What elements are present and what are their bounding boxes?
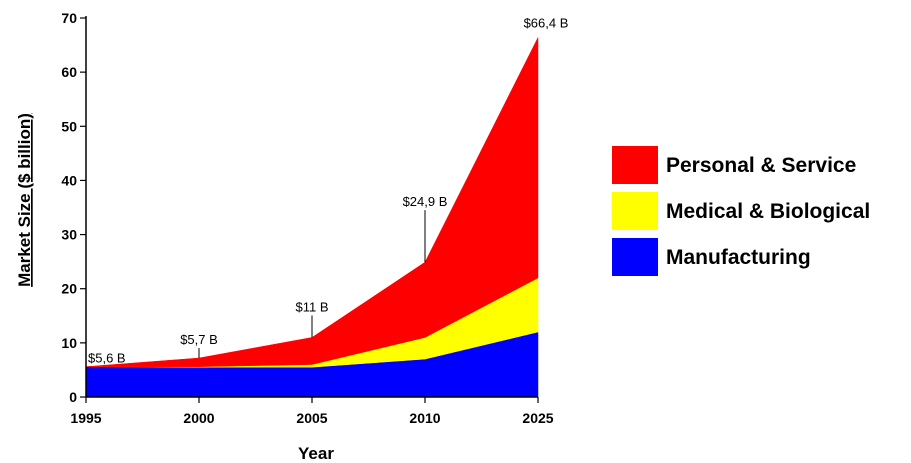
y-tick-label-0: 0 bbox=[69, 389, 77, 405]
y-axis-title: Market Size ($ billion) bbox=[15, 113, 34, 287]
annotation-label-5-7-b: $5,7 B bbox=[180, 332, 218, 347]
legend-label-manufacturing: Manufacturing bbox=[666, 246, 811, 269]
chart-annotations: $5,6 B $5,7 B $11 B $24,9 B $66,4 B bbox=[88, 15, 568, 365]
y-tick-label-30: 30 bbox=[61, 227, 77, 243]
y-tick-label-60: 60 bbox=[61, 64, 77, 80]
x-tick-label-1995: 1995 bbox=[70, 410, 101, 426]
annotation-label-11-b: $11 B bbox=[295, 299, 328, 314]
legend-label-personal-service: Personal & Service bbox=[666, 154, 857, 177]
x-tick-label-2000: 2000 bbox=[183, 410, 214, 426]
y-tick-label-40: 40 bbox=[61, 172, 77, 188]
chart-areas bbox=[85, 37, 539, 398]
y-tick-label-70: 70 bbox=[61, 10, 77, 26]
annotation-label-5-6-b: $5,6 B bbox=[88, 351, 126, 366]
legend-swatch-personal-service bbox=[612, 146, 658, 184]
x-tick-label-2005: 2005 bbox=[296, 410, 327, 426]
annotation-label-66-4-b: $66,4 B bbox=[524, 15, 569, 30]
legend-swatch-manufacturing bbox=[612, 238, 658, 276]
x-tick-label-2025: 2025 bbox=[522, 410, 553, 426]
legend-swatch-medical-biological bbox=[612, 192, 658, 230]
y-tick-label-10: 10 bbox=[61, 335, 77, 351]
chart-axes: 0 10 20 30 40 50 60 70 1995 2000 2005 2010 2025 bbox=[61, 10, 553, 426]
x-tick-label-2010: 2010 bbox=[409, 410, 440, 426]
legend-label-medical-biological: Medical & Biological bbox=[666, 200, 871, 223]
x-axis-title: Year bbox=[298, 444, 334, 463]
annotation-label-24-9-b: $24,9 B bbox=[403, 194, 448, 209]
area-personal-service bbox=[85, 37, 539, 367]
y-tick-label-50: 50 bbox=[61, 118, 77, 134]
y-tick-label-20: 20 bbox=[61, 281, 77, 297]
